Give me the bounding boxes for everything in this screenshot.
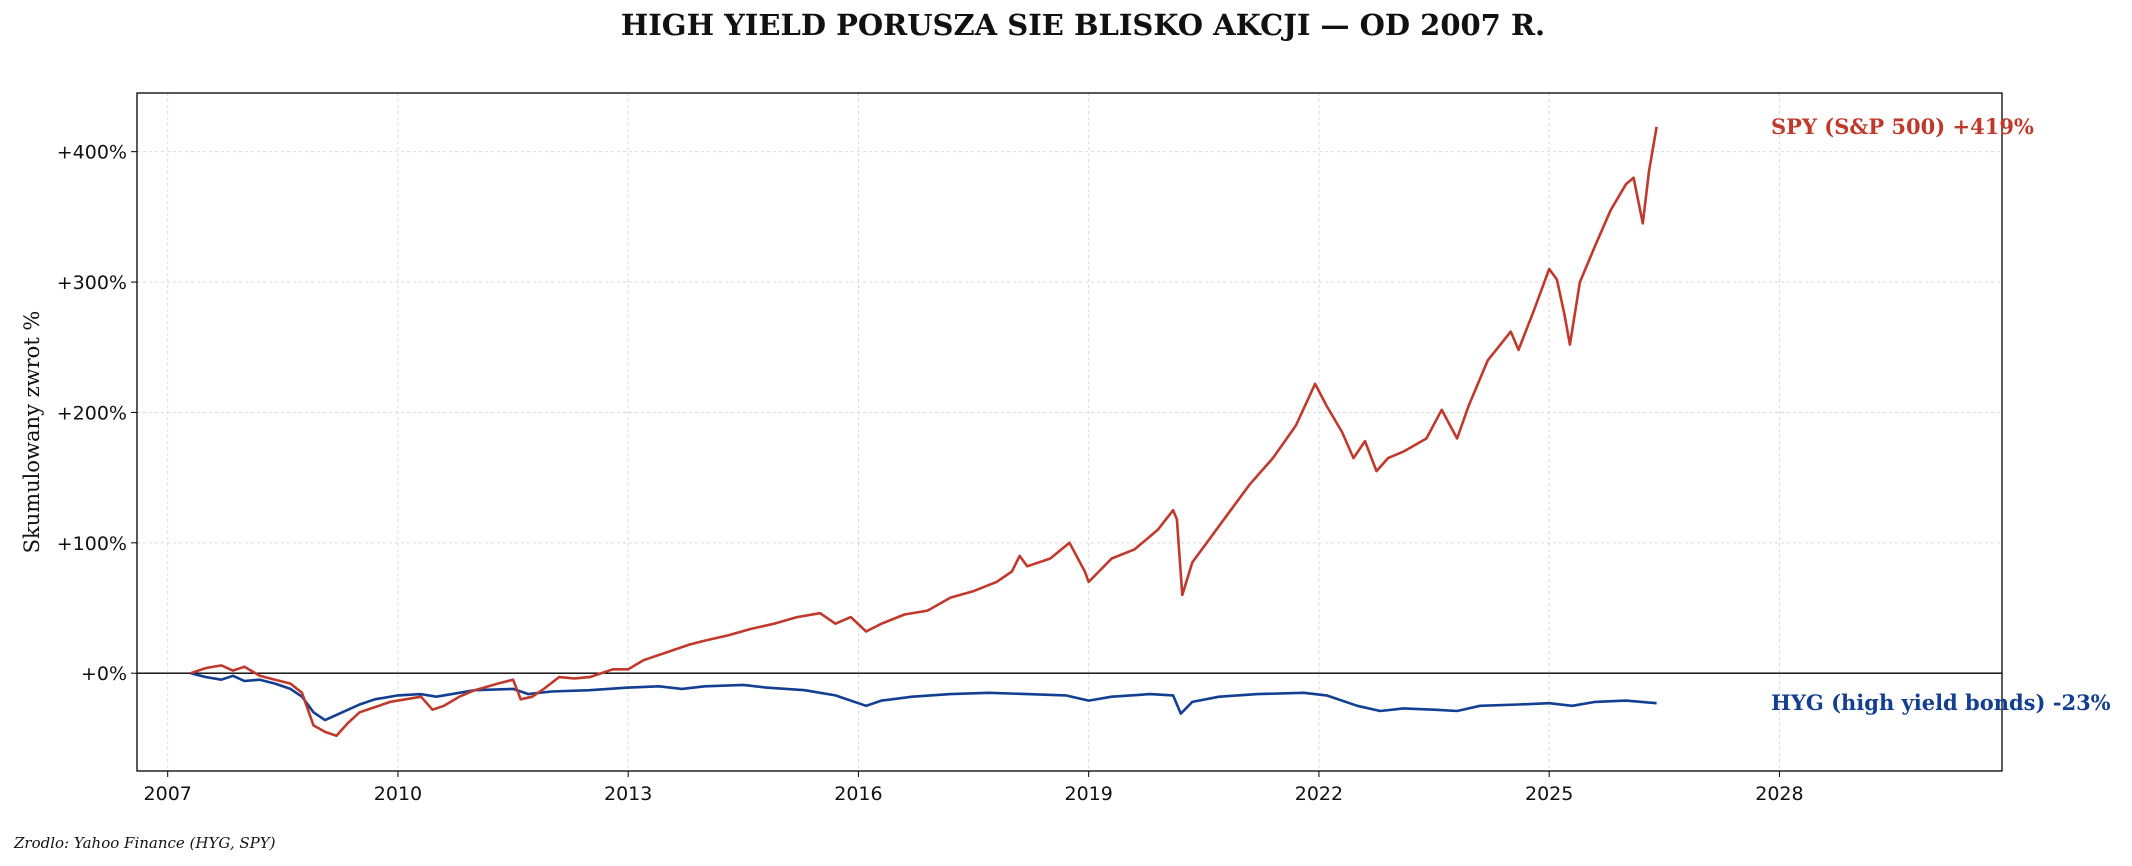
x-tick-label: 2016 [834,783,882,805]
source-note: Zrodlo: Yahoo Finance (HYG, SPY) [13,834,276,852]
x-tick-label: 2019 [1065,783,1113,805]
x-tick-label: 2028 [1755,783,1803,805]
series-layer [190,126,1658,738]
x-tick-label: 2010 [374,783,422,805]
x-tick-label: 2007 [144,783,192,805]
spy-end-label: SPY (S&P 500) +419% [1771,114,2034,139]
plot-frame [136,92,2003,772]
hyg-series-line [190,671,1657,722]
hyg-end-label: HYG (high yield bonds) -23% [1771,690,2111,715]
y-tick-label: +100% [57,533,127,555]
tick-layer: 2007 2010 2013 2016 2019 2022 2025 2028 +0% +100%… [57,142,1804,805]
spy-series-line [190,126,1658,738]
y-tick-label: +0% [81,663,127,685]
x-tick-label: 2022 [1295,783,1343,805]
grid [137,93,2002,771]
end-label-layer: SPY (S&P 500) +419% HYG (high yield bonds… [1771,114,2111,715]
y-tick-label: +300% [57,272,127,294]
x-tick-label: 2013 [604,783,652,805]
y-axis-label: Skumulowany zwrot % [20,311,44,554]
x-tick-label: 2025 [1525,783,1573,805]
y-tick-label: +400% [57,142,127,164]
chart-title: HIGH YIELD PORUSZA SIE BLISKO AKCJI — OD… [621,8,1545,42]
y-tick-label: +200% [57,402,127,424]
